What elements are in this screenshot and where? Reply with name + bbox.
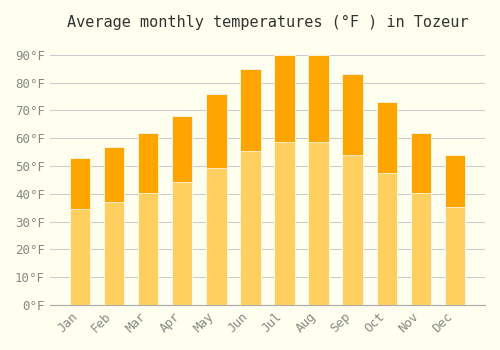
Bar — [445, 155, 465, 208]
Bar — [172, 116, 193, 305]
Bar — [70, 158, 90, 305]
Title: Average monthly temperatures (°F ) in Tozeur: Average monthly temperatures (°F ) in To… — [66, 15, 468, 30]
Bar — [342, 74, 363, 155]
Bar — [206, 94, 227, 168]
Bar — [240, 69, 260, 305]
Bar — [445, 155, 465, 305]
Bar — [376, 102, 397, 305]
Bar — [274, 55, 294, 305]
Bar — [104, 147, 124, 202]
Bar — [104, 147, 124, 305]
Bar — [308, 55, 329, 305]
Bar — [70, 158, 90, 209]
Bar — [410, 133, 431, 305]
Bar — [172, 116, 193, 182]
Bar — [274, 55, 294, 142]
Bar — [308, 55, 329, 142]
Bar — [240, 69, 260, 152]
Bar — [138, 133, 158, 305]
Bar — [206, 94, 227, 305]
Bar — [138, 133, 158, 193]
Bar — [410, 133, 431, 193]
Bar — [376, 102, 397, 173]
Bar — [342, 74, 363, 305]
